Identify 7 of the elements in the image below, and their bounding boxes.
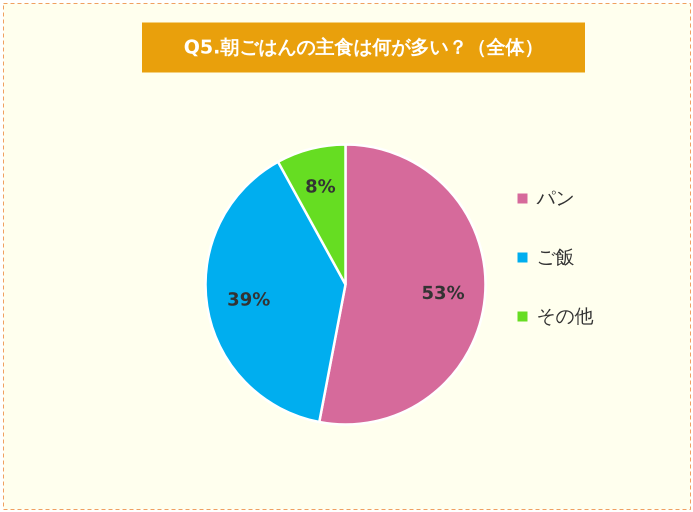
data-label: 53% [422, 283, 465, 304]
data-label: 8% [305, 176, 336, 198]
chart-title: Q5.朝ごはんの主食は何が多い？（全体） [184, 36, 544, 58]
legend-label: その他 [536, 306, 594, 328]
legend-label: ご飯 [536, 246, 574, 268]
legend-label: パン [536, 188, 574, 210]
data-label: 39% [227, 289, 270, 310]
